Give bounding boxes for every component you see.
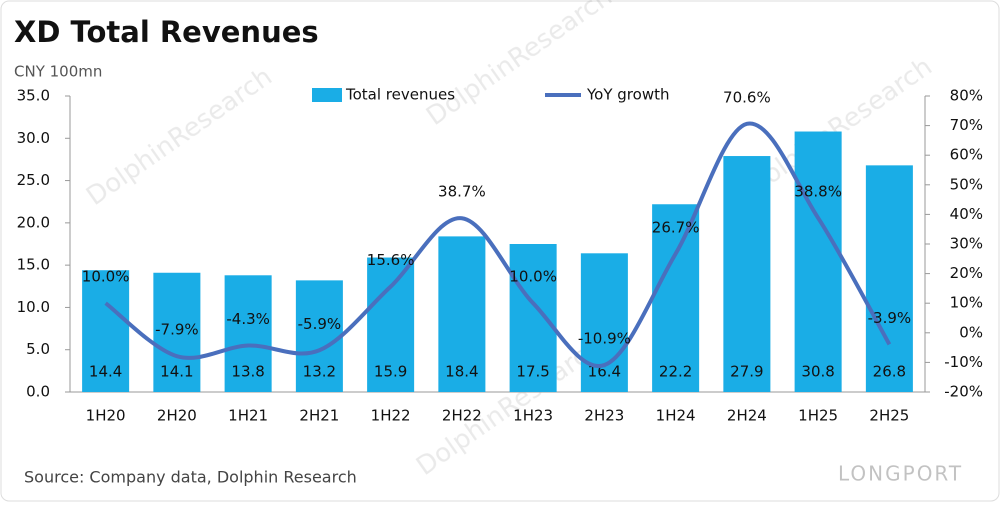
y-tick-label: 30.0 xyxy=(17,129,50,147)
bar-value-label: 17.5 xyxy=(516,363,549,381)
y-tick-label: 35.0 xyxy=(17,87,50,105)
y-tick-label: 10.0 xyxy=(17,298,50,316)
bar-value-label: 15.9 xyxy=(374,363,407,381)
bar-value-label: 18.4 xyxy=(445,363,478,381)
x-tick-label: 1H25 xyxy=(798,407,838,425)
y2-tick-label: 60% xyxy=(950,146,983,164)
line-value-label: 38.7% xyxy=(438,183,486,201)
line-value-label: -10.9% xyxy=(578,330,631,348)
line-value-label: -5.9% xyxy=(298,315,342,333)
x-tick-label: 2H23 xyxy=(584,407,624,425)
bar-value-label: 30.8 xyxy=(801,363,834,381)
line-value-label: 26.7% xyxy=(652,218,700,236)
bar-value-label: 14.4 xyxy=(89,363,122,381)
y-tick-label: 15.0 xyxy=(17,256,50,274)
bar xyxy=(153,272,201,392)
x-tick-label: 2H20 xyxy=(157,407,197,425)
bar xyxy=(723,156,771,392)
legend-swatch xyxy=(312,88,342,102)
bar-value-label: 13.8 xyxy=(231,363,264,381)
x-tick-label: 2H22 xyxy=(442,407,482,425)
x-tick-label: 1H21 xyxy=(228,407,268,425)
y-axis-label: CNY 100mn xyxy=(14,63,102,81)
y2-tick-label: -10% xyxy=(944,353,983,371)
bar-value-label: 27.9 xyxy=(730,363,763,381)
bar xyxy=(295,280,343,392)
chart-title: XD Total Revenues xyxy=(14,15,319,49)
x-tick-label: 1H23 xyxy=(513,407,553,425)
y-tick-label: 5.0 xyxy=(26,340,50,358)
growth-line xyxy=(104,121,892,369)
bar xyxy=(224,275,272,392)
y2-tick-label: 30% xyxy=(950,235,983,253)
bar xyxy=(438,236,486,392)
y2-tick-label: 20% xyxy=(950,264,983,282)
x-tick-label: 2H21 xyxy=(299,407,339,425)
line-value-label: -4.3% xyxy=(226,310,270,328)
x-tick-label: 1H24 xyxy=(656,407,696,425)
bar xyxy=(509,244,557,392)
line-value-label: -7.9% xyxy=(155,321,199,339)
bar-value-label: 14.1 xyxy=(160,363,193,381)
bar xyxy=(794,131,842,392)
brand: LONGPORT xyxy=(838,462,963,486)
y2-tick-label: 50% xyxy=(950,175,983,193)
y-tick-label: 20.0 xyxy=(17,213,50,231)
y-tick-label: 25.0 xyxy=(17,171,50,189)
x-tick-label: 2H24 xyxy=(727,407,767,425)
y2-tick-label: 40% xyxy=(950,205,983,223)
bar xyxy=(652,204,700,392)
line-value-label: -3.9% xyxy=(868,309,912,327)
x-tick-label: 2H25 xyxy=(869,407,909,425)
x-tick-label: 1H22 xyxy=(371,407,411,425)
y2-tick-label: 10% xyxy=(950,294,983,312)
y2-tick-label: 0% xyxy=(959,323,983,341)
bar xyxy=(367,257,415,392)
bar xyxy=(580,253,628,392)
legend-label: YoY growth xyxy=(586,86,669,104)
bar xyxy=(865,165,913,392)
y-tick-label: 0.0 xyxy=(26,383,50,401)
line-value-label: 38.8% xyxy=(794,182,842,200)
bar-value-label: 13.2 xyxy=(303,363,336,381)
line-value-label: 10.0% xyxy=(509,268,557,286)
bar-value-label: 26.8 xyxy=(873,363,906,381)
y2-tick-label: 70% xyxy=(950,116,983,134)
y2-tick-label: -20% xyxy=(944,383,983,401)
line-value-label: 15.6% xyxy=(367,251,415,269)
y2-tick-label: 80% xyxy=(950,87,983,105)
bar-value-label: 22.2 xyxy=(659,363,692,381)
x-tick-label: 1H20 xyxy=(86,407,126,425)
line-value-label: 10.0% xyxy=(82,268,130,286)
legend-label: Total revenues xyxy=(345,86,455,104)
line-value-label: 70.6% xyxy=(723,88,771,106)
bar xyxy=(82,270,130,392)
source: Source: Company data, Dolphin Research xyxy=(24,468,357,487)
